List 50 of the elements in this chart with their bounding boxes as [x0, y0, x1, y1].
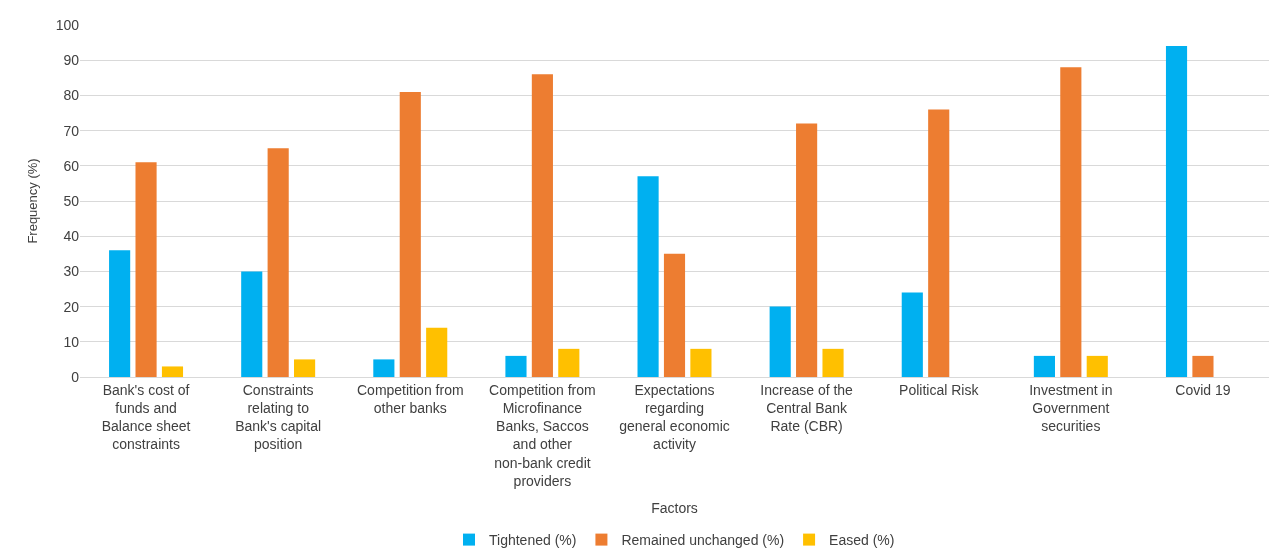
- bar: [1192, 355, 1214, 377]
- bar: [901, 292, 923, 377]
- y-axis-title: Frequency (%): [24, 158, 40, 244]
- y-tick-label: 80: [63, 87, 80, 104]
- bar: [1165, 46, 1188, 377]
- bar: [796, 123, 818, 377]
- bar: [109, 250, 131, 377]
- legend-label: Eased (%): [829, 532, 895, 549]
- x-axis-title: Factors: [651, 500, 698, 517]
- x-tick-label: Competition from Microfinance Banks, Saccos and other non-bank credit providers: [489, 381, 596, 489]
- x-tick-label: Investment in Government securities: [1029, 381, 1113, 435]
- x-tick-label: Expectations regarding general economic activity: [619, 381, 730, 453]
- bar: [822, 348, 844, 377]
- bar: [1033, 355, 1055, 377]
- y-tick-label: 20: [63, 298, 80, 315]
- x-tick-label: Covid 19: [1175, 381, 1231, 398]
- bar: [399, 91, 421, 377]
- bar: [505, 355, 527, 377]
- bar: [558, 348, 580, 377]
- bar: [294, 359, 316, 377]
- y-tick-label: 0: [71, 368, 80, 385]
- bar: [267, 148, 289, 377]
- x-tick-label: Political Risk: [899, 381, 980, 398]
- bar: [690, 348, 712, 377]
- x-tick-label: Bank's cost of funds and Balance sheet constraints: [101, 381, 191, 453]
- y-tick-label: 50: [63, 192, 80, 209]
- bar: [161, 366, 184, 377]
- y-tick-label: 10: [63, 333, 80, 350]
- bar: [426, 327, 448, 377]
- x-tick-label: Competition from other banks: [356, 381, 464, 416]
- bar: [531, 74, 553, 377]
- y-tick-label: 100: [55, 16, 80, 33]
- y-tick-label: 70: [63, 122, 80, 139]
- x-tick-label: Increase of the Central Bank Rate (CBR): [760, 381, 854, 435]
- y-tick-label: 30: [63, 263, 80, 280]
- bar: [241, 271, 263, 377]
- y-tick-label: 90: [63, 52, 80, 69]
- bar: [769, 306, 791, 377]
- bar: [135, 162, 157, 377]
- x-tick-label: Constraints relating to Bank's capital position: [235, 381, 322, 453]
- bar: [928, 109, 950, 377]
- bar: [373, 359, 395, 377]
- legend-label: Remained unchanged (%): [621, 532, 785, 549]
- y-tick-label: 60: [63, 157, 80, 174]
- bar: [1086, 355, 1108, 377]
- y-tick-label: 40: [63, 228, 80, 245]
- bar: [637, 176, 659, 377]
- legend-label: Tightened (%): [489, 532, 577, 549]
- bar: [1060, 67, 1082, 377]
- bar: [663, 253, 686, 377]
